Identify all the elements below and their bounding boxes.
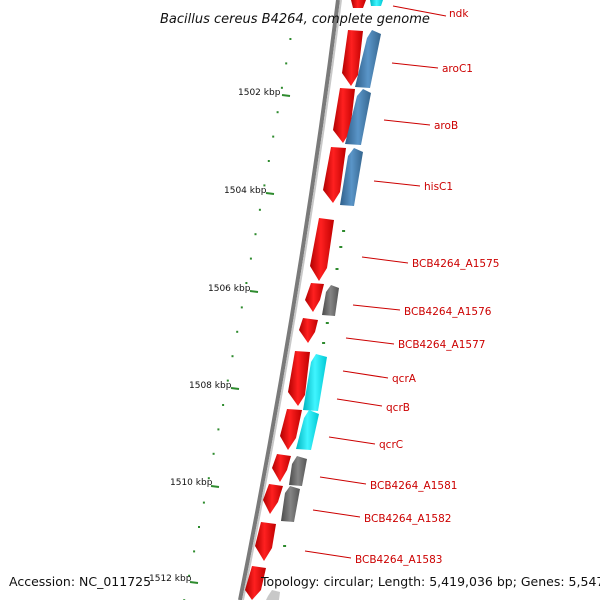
scale-dot (276, 111, 279, 114)
tick-mark (230, 387, 240, 390)
gene-label[interactable]: qcrA (392, 373, 417, 385)
label-connector (304, 550, 352, 559)
gene-arrow[interactable] (299, 318, 318, 343)
gene-label[interactable]: qcrB (386, 402, 410, 414)
gene-arrow[interactable] (303, 354, 327, 411)
tick-label: 1504 kbp (224, 186, 267, 196)
label-connector (373, 180, 421, 187)
scale-ticks: 1502 kbp 1504 kbp 1506 kbp 1508 kbp 1510… (149, 88, 291, 584)
gene-arrow[interactable] (289, 456, 307, 486)
gene-arrow[interactable] (355, 30, 381, 88)
scale-dot (254, 233, 257, 236)
gene-arrow[interactable] (280, 409, 302, 450)
gene-arrow[interactable] (322, 285, 339, 316)
genome-backbone-shade (242, 0, 342, 600)
label-connector (312, 509, 361, 518)
gene-label[interactable]: aroB (434, 120, 458, 132)
scale-dot (263, 184, 266, 187)
accession-text: Accession: NC_011725 (9, 574, 151, 589)
scale-dots (183, 38, 292, 600)
scale-dot (188, 574, 191, 577)
scale-dot (236, 330, 239, 333)
gene-label[interactable]: aroC1 (442, 63, 473, 75)
scale-dot (202, 501, 205, 504)
scale-dot (258, 208, 261, 211)
label-connector (383, 119, 431, 126)
track-dot (322, 342, 326, 344)
tick-label: 1510 kbp (170, 478, 213, 488)
gene-arrow[interactable] (288, 351, 310, 406)
gene-arrow[interactable] (263, 484, 283, 514)
genome-backbone (238, 0, 340, 600)
track-dot (339, 246, 343, 248)
scale-dot (285, 62, 288, 65)
scale-dot (212, 452, 215, 455)
gene-arrow[interactable] (370, 0, 383, 6)
label-connector (345, 337, 395, 345)
genome-title: Bacillus cereus B4264, complete genome (160, 12, 430, 27)
tick-label: 1508 kbp (189, 381, 232, 391)
gene-label[interactable]: ndk (449, 8, 469, 20)
scale-dot (245, 282, 248, 284)
gene-arrow[interactable] (266, 590, 280, 600)
tick-mark (189, 581, 199, 584)
scale-dot (289, 38, 292, 40)
gene-arrow[interactable] (351, 0, 366, 8)
scale-dot (240, 306, 243, 309)
gene-label[interactable]: qcrC (379, 439, 403, 451)
scale-dot (198, 526, 200, 528)
tick-label: 1512 kbp (149, 574, 192, 584)
scale-dot (272, 135, 275, 138)
scale-dot (226, 379, 229, 382)
gene-arrow[interactable] (245, 566, 266, 600)
gene-arrow[interactable] (310, 218, 334, 281)
tick-label: 1506 kbp (208, 284, 251, 294)
tick-mark (281, 94, 291, 97)
tick-mark (265, 192, 275, 195)
topology-text: Topology: circular; Length: 5,419,036 bp… (260, 574, 600, 589)
gene-arrow[interactable] (255, 522, 276, 561)
gene-label[interactable]: BCB4264_A1576 (404, 306, 492, 318)
track-dot (283, 545, 287, 547)
scale-dot (217, 428, 220, 431)
scale-dot (267, 160, 270, 162)
gene-label[interactable]: BCB4264_A1583 (355, 554, 442, 566)
reverse-strand-track (266, 0, 383, 600)
gene-labels: ndk aroC1 aroB hisC1 BCB4264_A1575 BCB42… (304, 5, 499, 566)
label-connector (391, 62, 439, 69)
gene-arrow[interactable] (305, 283, 324, 312)
gene-label[interactable]: hisC1 (424, 181, 453, 193)
label-connector (328, 436, 376, 445)
scale-dot (222, 404, 225, 406)
gene-arrow[interactable] (323, 147, 346, 203)
track-dot (325, 322, 329, 324)
scale-dot (249, 257, 252, 260)
label-connector (319, 476, 367, 485)
gene-label[interactable]: BCB4264_A1577 (398, 339, 485, 351)
label-connector (336, 398, 383, 407)
label-connector (342, 370, 389, 379)
tick-mark (249, 290, 259, 293)
gene-arrow[interactable] (281, 486, 300, 522)
gene-arrow[interactable] (340, 148, 363, 206)
gene-arrow[interactable] (272, 454, 291, 482)
label-connector (352, 304, 401, 311)
track-dot (335, 268, 339, 270)
gene-label[interactable]: BCB4264_A1581 (370, 480, 457, 492)
tick-mark (210, 485, 220, 488)
label-connector (361, 256, 409, 264)
track-dot (342, 230, 346, 232)
label-connector (392, 5, 447, 17)
gene-arrow[interactable] (296, 410, 319, 450)
scale-dot (280, 86, 283, 89)
tick-label: 1502 kbp (238, 88, 281, 98)
gene-label[interactable]: BCB4264_A1582 (364, 513, 451, 525)
scale-dot (231, 355, 234, 358)
gene-arrow[interactable] (345, 89, 371, 145)
scale-dot (193, 550, 196, 553)
scale-dot (207, 477, 210, 480)
gene-label[interactable]: BCB4264_A1575 (412, 258, 499, 270)
gene-arrow[interactable] (342, 30, 363, 86)
